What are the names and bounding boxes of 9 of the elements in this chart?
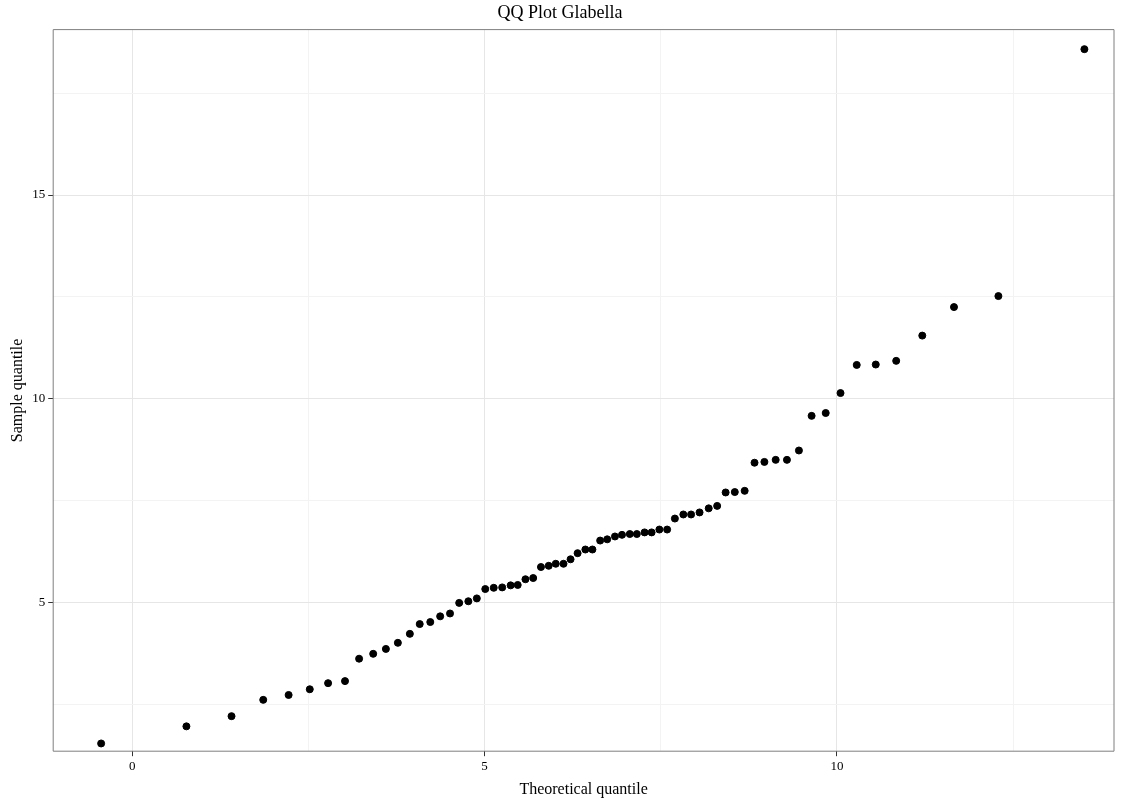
- y-axis-title: Sample quantile: [7, 338, 26, 443]
- x-tick-label: 10: [830, 758, 844, 774]
- x-tick-label: 5: [481, 758, 488, 774]
- y-tick-label: 5: [38, 593, 46, 609]
- y-tick-label: 10: [32, 390, 46, 406]
- x-axis-title: Theoretical quantile: [519, 779, 648, 798]
- chart-title: QQ Plot Glabella: [497, 1, 623, 22]
- y-tick-label: 15: [32, 186, 46, 202]
- x-tick-label: 0: [128, 758, 136, 774]
